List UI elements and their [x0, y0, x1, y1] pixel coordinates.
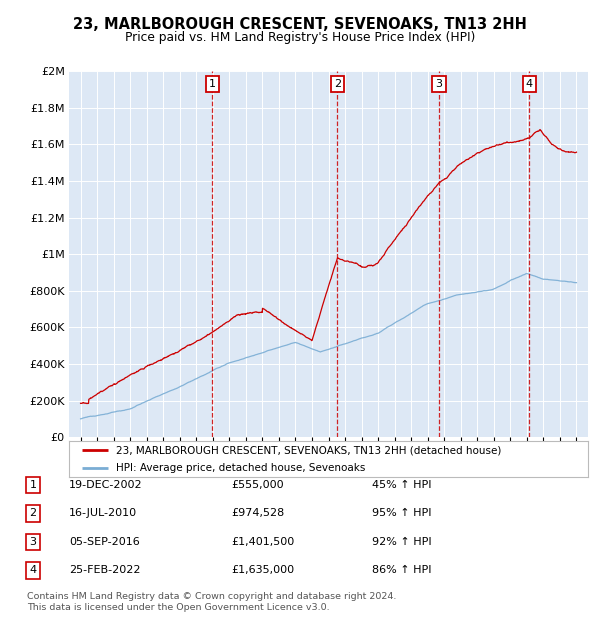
Text: 1: 1	[209, 79, 216, 89]
Text: 2: 2	[334, 79, 341, 89]
Text: Contains HM Land Registry data © Crown copyright and database right 2024.: Contains HM Land Registry data © Crown c…	[27, 592, 397, 601]
Text: £555,000: £555,000	[231, 480, 284, 490]
Text: £1,401,500: £1,401,500	[231, 537, 294, 547]
Text: 3: 3	[29, 537, 37, 547]
Text: 3: 3	[436, 79, 442, 89]
Text: 2: 2	[29, 508, 37, 518]
Text: 23, MARLBOROUGH CRESCENT, SEVENOAKS, TN13 2HH: 23, MARLBOROUGH CRESCENT, SEVENOAKS, TN1…	[73, 17, 527, 32]
Text: 95% ↑ HPI: 95% ↑ HPI	[372, 508, 431, 518]
Text: 45% ↑ HPI: 45% ↑ HPI	[372, 480, 431, 490]
Text: 23, MARLBOROUGH CRESCENT, SEVENOAKS, TN13 2HH (detached house): 23, MARLBOROUGH CRESCENT, SEVENOAKS, TN1…	[116, 445, 501, 456]
Text: £1,635,000: £1,635,000	[231, 565, 294, 575]
Text: 92% ↑ HPI: 92% ↑ HPI	[372, 537, 431, 547]
Text: 4: 4	[526, 79, 533, 89]
Text: HPI: Average price, detached house, Sevenoaks: HPI: Average price, detached house, Seve…	[116, 463, 365, 474]
Text: 1: 1	[29, 480, 37, 490]
Text: Price paid vs. HM Land Registry's House Price Index (HPI): Price paid vs. HM Land Registry's House …	[125, 32, 475, 44]
Text: 16-JUL-2010: 16-JUL-2010	[69, 508, 137, 518]
Text: 05-SEP-2016: 05-SEP-2016	[69, 537, 140, 547]
Text: 25-FEB-2022: 25-FEB-2022	[69, 565, 140, 575]
Text: 4: 4	[29, 565, 37, 575]
Text: 86% ↑ HPI: 86% ↑ HPI	[372, 565, 431, 575]
Text: £974,528: £974,528	[231, 508, 284, 518]
Text: This data is licensed under the Open Government Licence v3.0.: This data is licensed under the Open Gov…	[27, 603, 329, 612]
Text: 19-DEC-2002: 19-DEC-2002	[69, 480, 143, 490]
